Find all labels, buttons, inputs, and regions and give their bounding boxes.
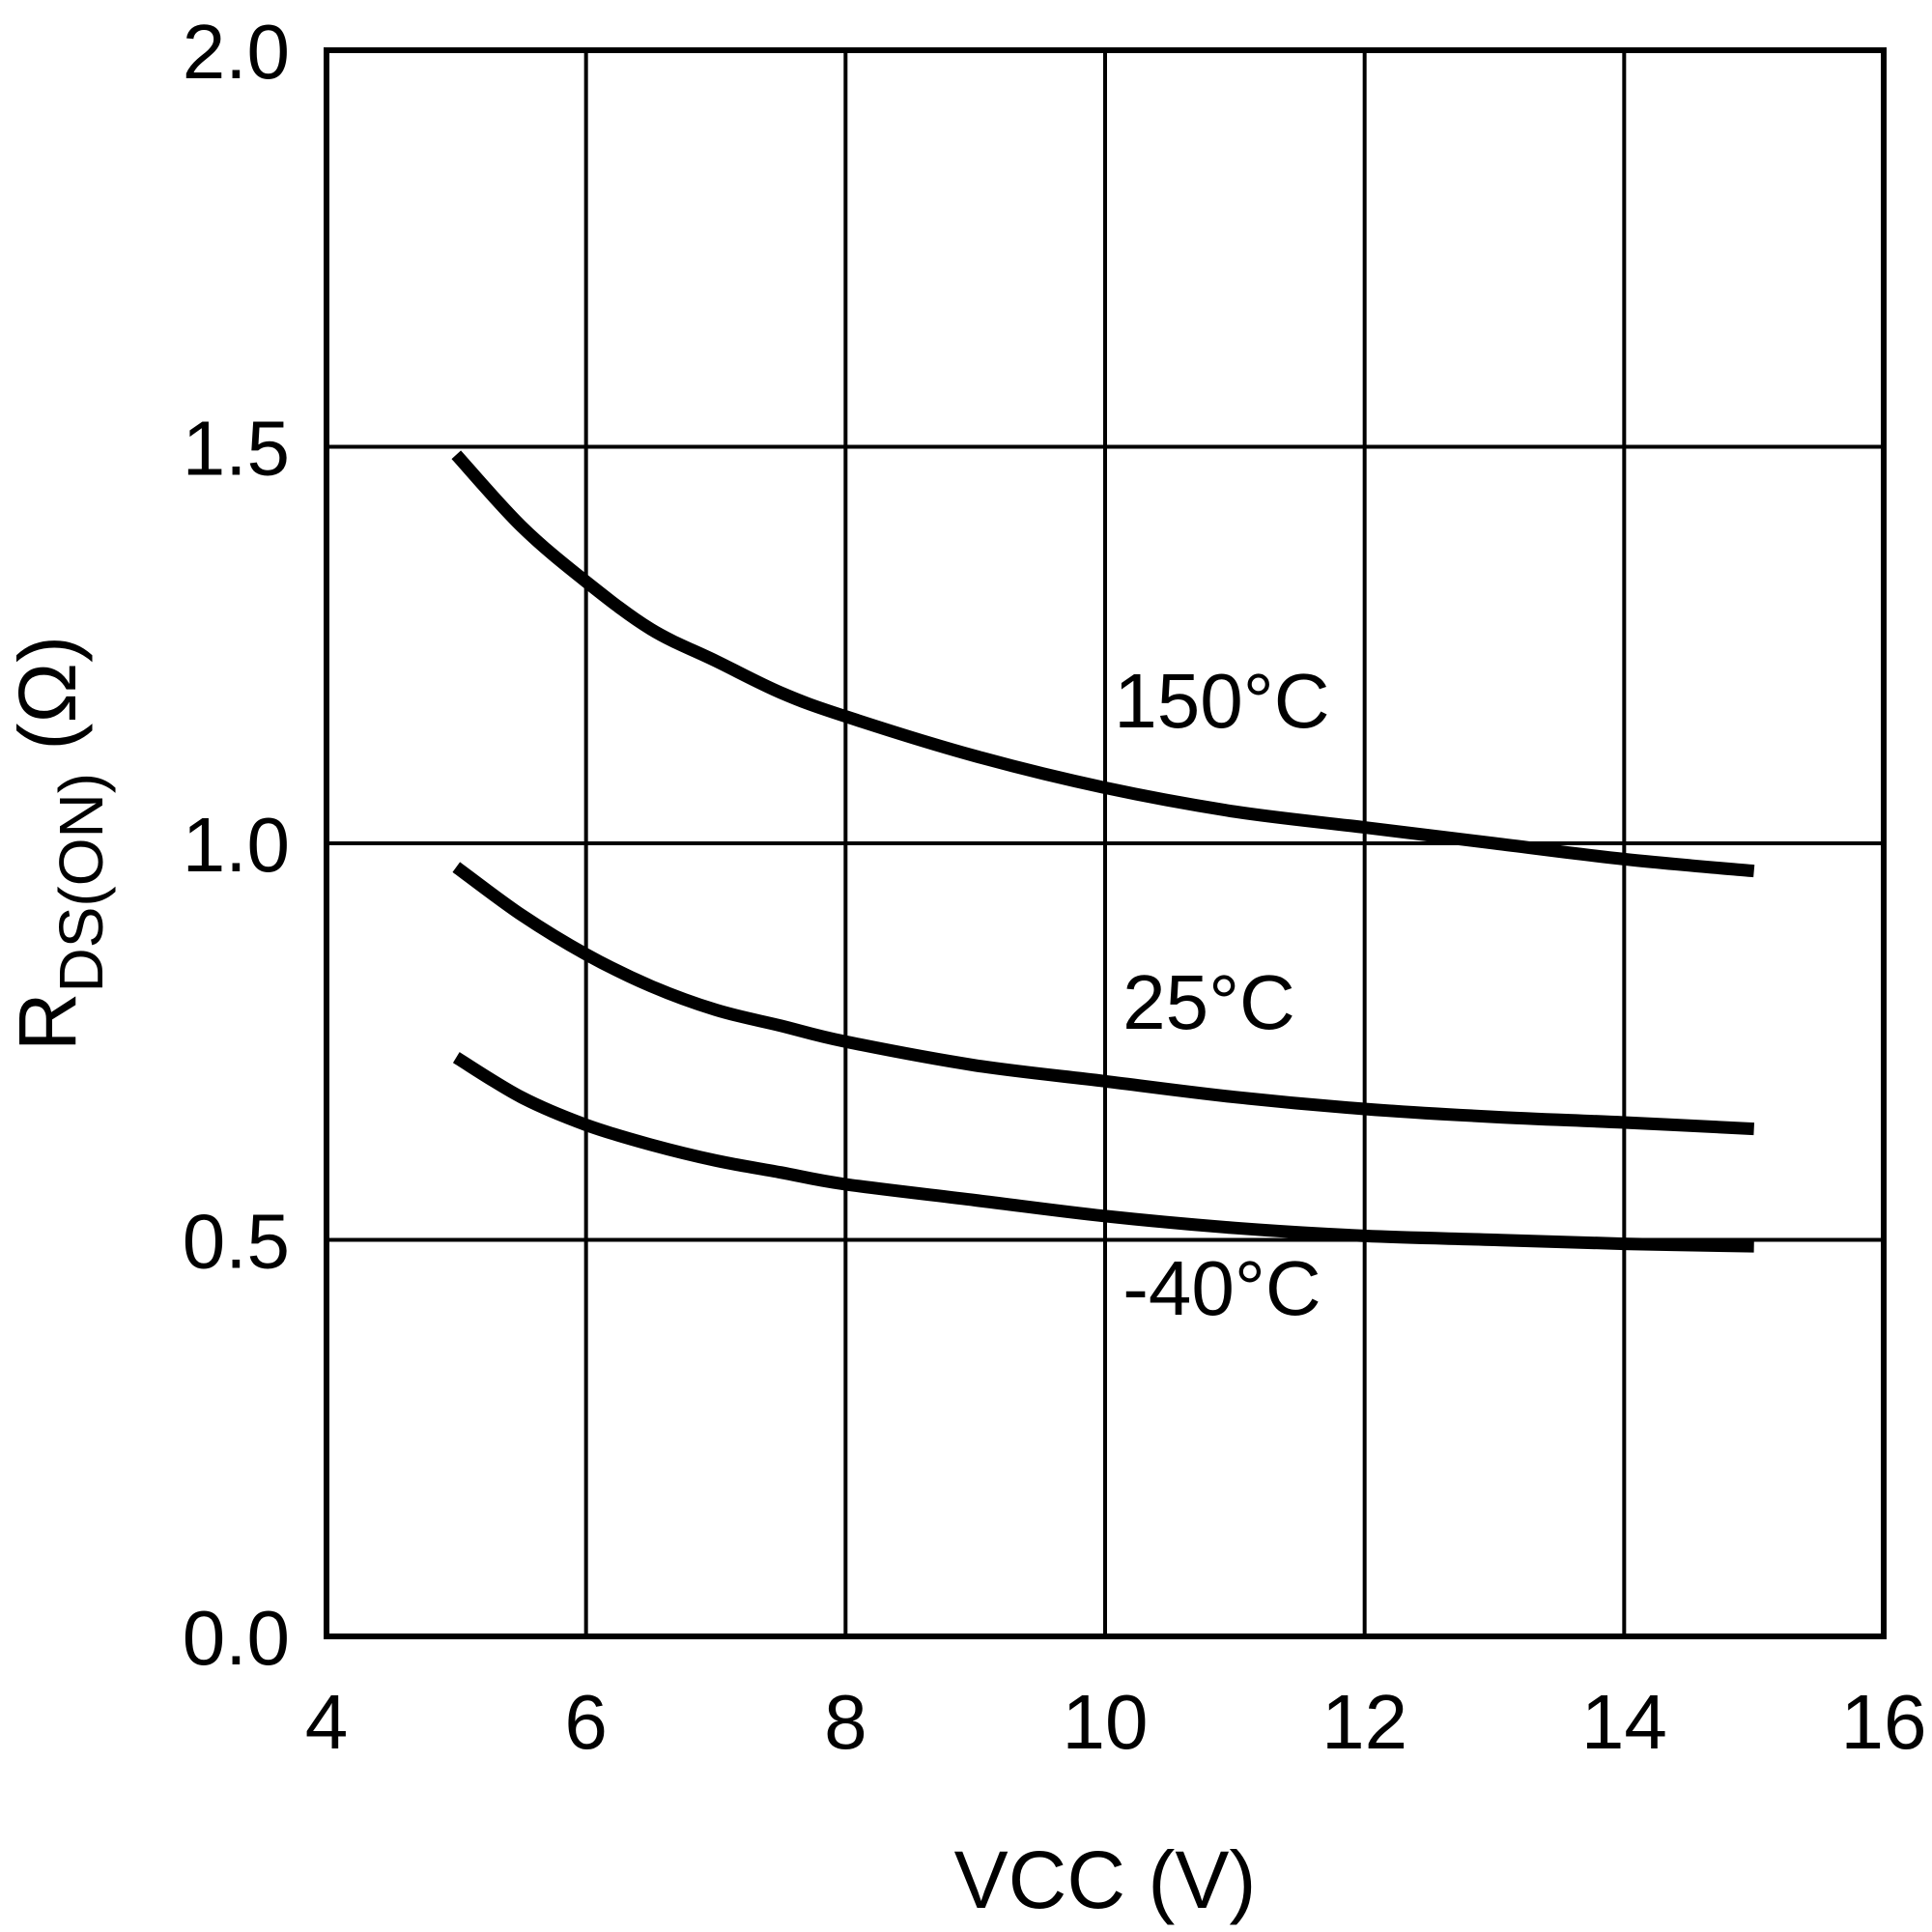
series-line-150c bbox=[451, 450, 1755, 878]
x-tick-label-6: 6 bbox=[564, 1679, 608, 1765]
x-tick-label-10: 10 bbox=[1063, 1679, 1149, 1765]
y-tick-label-1.0: 1.0 bbox=[183, 802, 290, 888]
y-tick-label-1.5: 1.5 bbox=[183, 406, 290, 492]
series-curves bbox=[451, 450, 1755, 1253]
y-axis-title-subscript: DS(ON) bbox=[46, 773, 116, 993]
series-labels: 150°C 25°C -40°C bbox=[1114, 658, 1329, 1331]
y-axis-title: RDS(ON) (Ω) bbox=[2, 636, 116, 1051]
series-line-25c bbox=[452, 862, 1755, 1136]
x-tick-label-4: 4 bbox=[305, 1679, 349, 1765]
y-axis-title-unit: (Ω) bbox=[2, 636, 93, 773]
grid-lines bbox=[327, 50, 1884, 1636]
x-tick-label-16: 16 bbox=[1841, 1679, 1927, 1765]
x-tick-label-14: 14 bbox=[1581, 1679, 1667, 1765]
series-label-minus-40c: -40°C bbox=[1122, 1245, 1321, 1331]
x-tick-labels: 4 6 8 10 12 14 16 bbox=[305, 1679, 1927, 1765]
series-label-150c: 150°C bbox=[1114, 658, 1329, 744]
plot-frame bbox=[324, 47, 1887, 1639]
y-tick-label-0.0: 0.0 bbox=[183, 1595, 290, 1681]
x-axis-title: VCC (V) bbox=[954, 1834, 1257, 1925]
series-label-25c: 25°C bbox=[1122, 959, 1295, 1045]
x-tick-label-12: 12 bbox=[1321, 1679, 1407, 1765]
y-tick-label-0.5: 0.5 bbox=[183, 1199, 290, 1285]
y-axis-title-main: R bbox=[2, 992, 93, 1051]
series-line-minus-40c bbox=[452, 1052, 1754, 1253]
y-tick-label-2.0: 2.0 bbox=[183, 9, 290, 95]
y-tick-labels: 0.0 0.5 1.0 1.5 2.0 bbox=[183, 9, 290, 1681]
x-tick-label-8: 8 bbox=[824, 1679, 867, 1765]
